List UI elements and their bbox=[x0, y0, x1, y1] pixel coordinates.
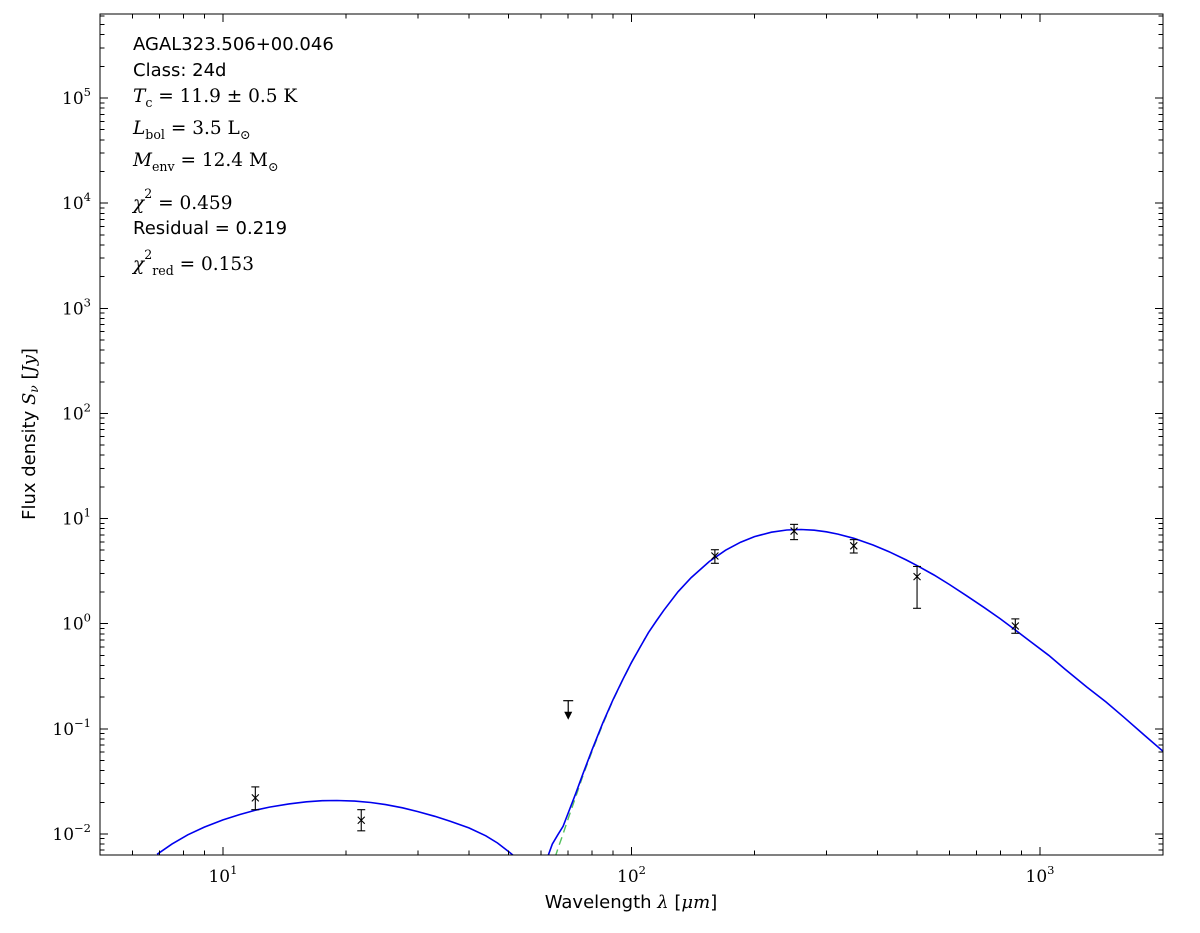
text-segment: L bbox=[133, 118, 146, 140]
tick-label: 101 bbox=[208, 863, 237, 887]
text-segment: = 0.153 bbox=[173, 254, 254, 276]
text-segment: Class: 24d bbox=[133, 60, 227, 81]
data-point bbox=[849, 539, 858, 554]
annotation-line: Class: 24d bbox=[133, 58, 334, 84]
data-point bbox=[251, 786, 260, 811]
data-point bbox=[1011, 618, 1020, 634]
axis-ticks bbox=[100, 14, 1163, 855]
text-segment: Wavelength bbox=[544, 892, 658, 913]
text-segment: 2 bbox=[144, 247, 153, 263]
annotation-block: AGAL323.506+00.046 Class: 24d Tc = 11.9 ± … bbox=[133, 32, 334, 285]
data-point bbox=[357, 809, 366, 832]
text-segment: S bbox=[19, 392, 41, 406]
annotation-line: Lbol = 3.5 L⊙ bbox=[133, 116, 334, 148]
tick-label: 103 bbox=[62, 295, 91, 319]
text-segment: AGAL323.506+00.046 bbox=[133, 34, 334, 55]
upper-limit-arrow-icon bbox=[564, 711, 573, 720]
text-segment: M bbox=[133, 150, 152, 172]
text-segment: Flux density bbox=[19, 405, 41, 520]
total-model-fit-curve bbox=[156, 528, 1163, 855]
data-point bbox=[563, 700, 574, 720]
tick-labels: 101 102 103 10−2 10−1 100 101 102 103 104 105 bbox=[52, 85, 1054, 887]
annotation-line: AGAL323.506+00.046 bbox=[133, 32, 334, 58]
model-curves bbox=[156, 528, 1163, 855]
x-axis-title: Wavelength λ [μm] bbox=[545, 892, 717, 913]
data-points bbox=[251, 523, 1020, 832]
annotation-line: Menv = 12.4 M⊙ bbox=[133, 148, 334, 180]
tick-label: 10−1 bbox=[52, 716, 91, 740]
tick-label: 101 bbox=[62, 506, 91, 530]
text-segment: [ bbox=[19, 372, 41, 386]
annotation-line: Tc = 11.9 ± 0.5 K bbox=[133, 84, 334, 116]
tick-label: 10−2 bbox=[52, 821, 91, 845]
text-segment: = 3.5 L bbox=[164, 118, 240, 140]
text-segment: T bbox=[133, 86, 146, 107]
text-segment: env bbox=[151, 159, 175, 175]
text-segment: λ bbox=[657, 892, 669, 913]
text-segment: ⊙ bbox=[267, 159, 279, 175]
annotation-line: Residual = 0.219 bbox=[133, 216, 334, 242]
tick-label: 104 bbox=[62, 190, 91, 214]
text-segment: c bbox=[145, 95, 153, 111]
text-segment: χ bbox=[133, 192, 145, 214]
data-point bbox=[913, 565, 922, 609]
text-segment: Jy bbox=[19, 355, 41, 373]
tick-label: 102 bbox=[617, 863, 646, 887]
text-segment: bol bbox=[145, 127, 165, 143]
tick-label: 105 bbox=[62, 85, 91, 109]
text-segment: = 11.9 ± 0.5 K bbox=[152, 86, 298, 107]
text-segment: = 0.459 bbox=[152, 192, 233, 214]
text-segment: ⊙ bbox=[239, 127, 251, 143]
annotation-line: χ2red = 0.153 bbox=[133, 242, 334, 284]
text-segment: [ bbox=[668, 892, 682, 913]
tick-label: 103 bbox=[1026, 863, 1055, 887]
text-segment: ] bbox=[710, 892, 718, 913]
data-point bbox=[710, 549, 719, 564]
text-segment: μm bbox=[681, 892, 711, 913]
text-segment: 2 bbox=[144, 185, 153, 201]
text-segment: ] bbox=[19, 348, 41, 356]
text-segment: χ bbox=[133, 254, 145, 276]
y-axis-title: Flux density Sν [Jy] bbox=[19, 348, 41, 520]
annotation-line: χ2 = 0.459 bbox=[133, 181, 334, 217]
data-point bbox=[790, 523, 799, 541]
tick-label: 100 bbox=[62, 611, 91, 635]
text-segment: Residual = 0.219 bbox=[133, 218, 288, 240]
text-segment: = 12.4 M bbox=[174, 150, 268, 172]
cold-component-curve bbox=[555, 637, 646, 855]
text-segment: ν bbox=[26, 385, 41, 393]
text-segment: red bbox=[152, 263, 174, 279]
tick-label: 102 bbox=[62, 400, 91, 424]
